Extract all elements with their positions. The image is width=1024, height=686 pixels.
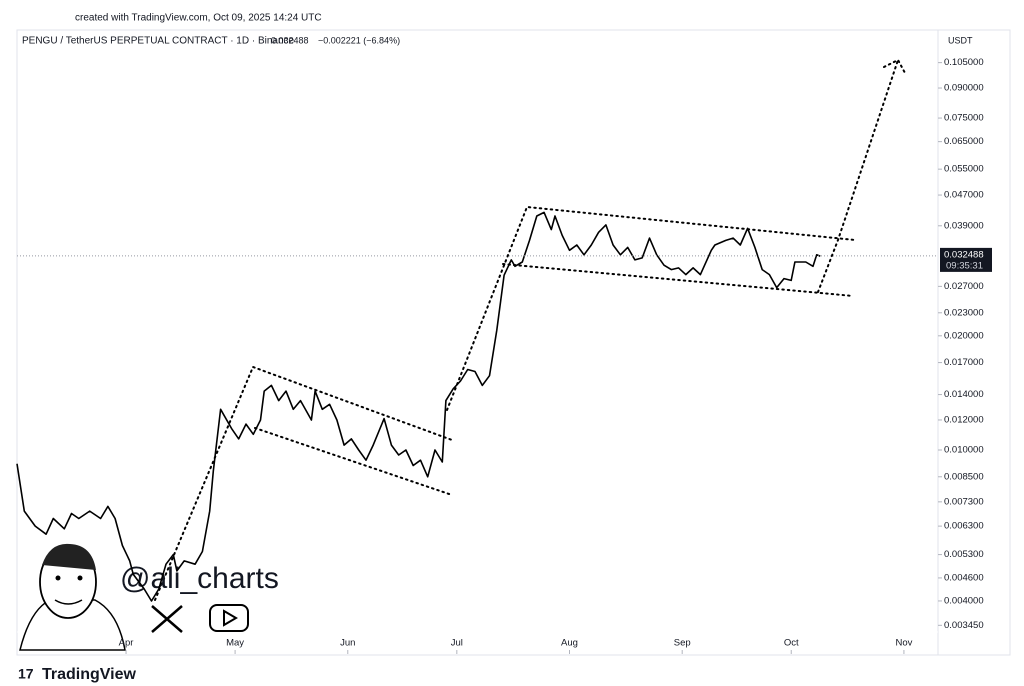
x-tick-label: Apr	[119, 638, 134, 649]
x-logo	[151, 605, 183, 633]
trendline	[502, 263, 854, 297]
y-tick-label: 0.105000	[944, 57, 984, 68]
y-tick-label: 0.014000	[944, 389, 984, 400]
y-tick-label: 0.005300	[944, 549, 984, 560]
arrow-head	[883, 58, 906, 74]
y-tick-label: 0.065000	[944, 136, 984, 147]
y-tick-label: 0.008500	[944, 471, 984, 482]
trendline	[446, 205, 856, 411]
y-tick-label: 0.075000	[944, 113, 984, 124]
watermark: @ali_charts	[120, 562, 279, 595]
header-price: 0.032488	[271, 35, 309, 45]
x-tick-label: Sep	[674, 638, 691, 649]
y-tick-label: 0.010000	[944, 445, 984, 456]
y-tick-label: 0.004600	[944, 572, 984, 583]
youtube-logo	[209, 604, 249, 632]
footer-mark: 17	[18, 666, 34, 682]
x-tick-label: Nov	[895, 638, 912, 649]
trendline	[254, 427, 453, 496]
y-tick-label: 0.004000	[944, 595, 984, 606]
y-tick-label: 0.090000	[944, 83, 984, 94]
x-tick-label: May	[226, 638, 244, 649]
x-tick-label: Oct	[784, 638, 799, 649]
countdown: 09:35:31	[946, 260, 983, 271]
price-line	[16, 211, 821, 602]
header-change: −0.002221 (−6.84%)	[318, 35, 400, 45]
footer-logo: TradingView	[42, 666, 137, 683]
y-tick-label: 0.023000	[944, 307, 984, 318]
y-tick-label: 0.039000	[944, 220, 984, 231]
x-tick-label: Aug	[561, 638, 578, 649]
x-tick-label: Jul	[451, 638, 463, 649]
last-price-label: 0.032488	[944, 249, 984, 260]
projection	[817, 59, 899, 293]
symbol: PENGU / TetherUS PERPETUAL CONTRACT · 1D…	[22, 36, 295, 47]
last-price-tag	[940, 247, 992, 272]
y-tick-label: 0.027000	[944, 281, 984, 292]
x-tick-label: Jun	[340, 638, 355, 649]
currency: USDT	[948, 35, 973, 45]
y-tick-label: 0.003450	[944, 620, 984, 631]
y-tick-label: 0.017000	[944, 357, 984, 368]
y-tick-label: 0.055000	[944, 164, 984, 175]
credit: created with TradingView.com, Oct 09, 20…	[75, 13, 322, 24]
trendline	[154, 365, 453, 601]
avatar	[19, 543, 126, 651]
y-tick-label: 0.012000	[944, 414, 984, 425]
frame	[16, 29, 1011, 656]
y-tick-label: 0.007300	[944, 496, 984, 507]
y-tick-label: 0.020000	[944, 330, 984, 341]
y-tick-label: 0.006300	[944, 521, 984, 532]
y-tick-label: 0.047000	[944, 190, 984, 201]
